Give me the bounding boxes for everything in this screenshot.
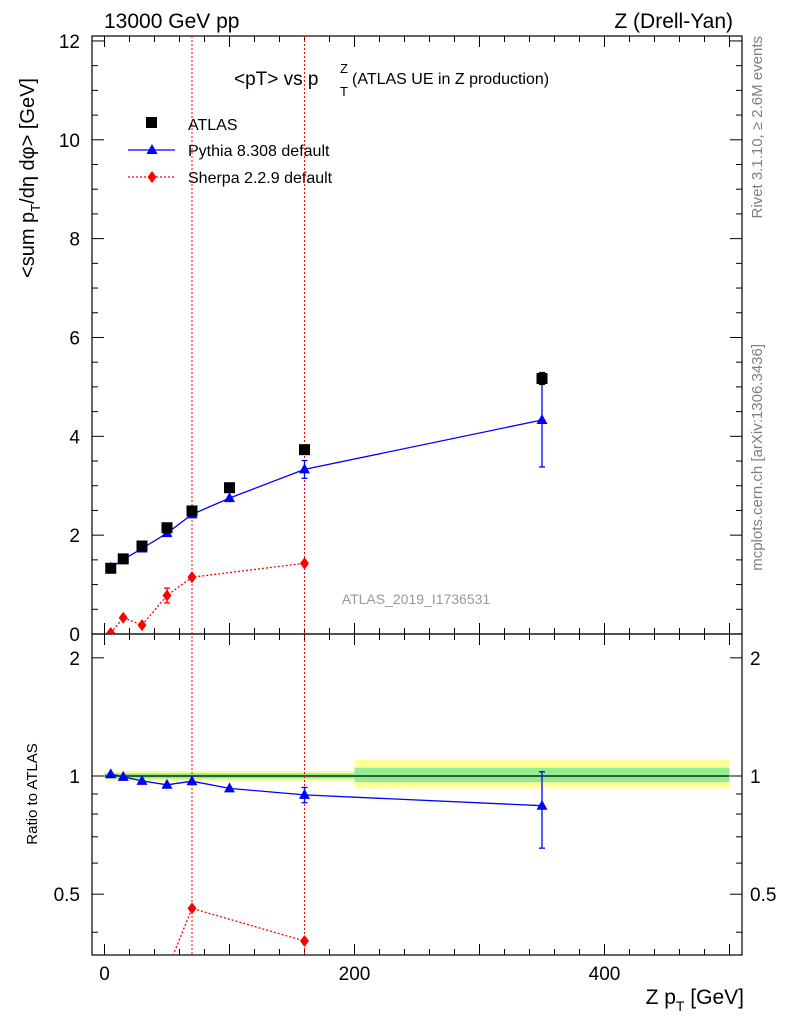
y-tick-label: 10 [59,131,80,152]
legend-label-atlas: ATLAS [188,117,238,134]
atlas-series [105,371,548,574]
chart-title-sub: T [340,84,348,99]
y-axis-label: <sum pT/dη dφ> [GeV] [17,78,43,278]
ratio-pythia-point [161,778,173,789]
atlas-point [224,482,235,494]
ratio-y-axis-label: Ratio to ATLAS [24,743,41,844]
legend-marker-pythia [146,144,158,154]
analysis-tag: ATLAS_2019_I1736531 [342,591,491,607]
sherpa-point [118,611,128,624]
ratio-pythia-point [299,788,310,799]
ratio-pythia-point [536,799,548,810]
atlas-point [136,540,148,552]
x-tick-label: 400 [589,964,621,985]
ratio-y-tick-label-right: 2 [750,649,761,670]
ratio-panel-frame [91,633,743,956]
ratio-pythia-point [186,775,198,786]
pythia-point [224,492,235,503]
ratio-pythia-series [105,768,548,849]
atlas-point [299,444,310,456]
ratio-pythia-point [117,770,129,781]
ratio-y-tick-label-right: 1 [750,767,761,788]
atlas-point [186,505,198,517]
sherpa-point [300,557,309,570]
plot-frames [91,35,743,956]
atlas-point [536,372,548,384]
pythia-line [110,419,543,569]
y-tick-label: 12 [59,32,80,53]
sherpa-point [137,619,147,632]
y-tick-label: 8 [69,230,80,251]
atlas-point [105,562,117,574]
rivet-label: Rivet 3.1.10, ≥ 2.6M events [749,36,766,219]
legend-marker-sherpa [147,171,157,183]
pythia-point [299,463,310,474]
sherpa-series [106,557,309,634]
y-axis-label-a: <sum p [17,212,39,278]
y-tick-label: 4 [69,427,80,448]
ratio-y-tick-label-right: 0.5 [750,885,776,906]
legend-label-sherpa: Sherpa 2.2.9 default [188,170,333,187]
pythia-point [536,414,548,425]
chart-title-rest: (ATLAS UE in Z production) [352,71,549,88]
x-axis-label-sub: T [676,998,685,1014]
ratio-pythia-point [224,782,235,793]
y-axis-label-sub: T [28,204,43,212]
legend-label-pythia: Pythia 8.308 default [188,143,330,160]
y-tick-label: 2 [69,526,80,547]
x-tick-label: 200 [339,964,371,985]
y-tick-label: 0 [69,625,80,646]
ratio-y-tick-label-left: 0.5 [54,885,80,906]
ratio-y-tick-label-left: 1 [69,767,80,788]
ratio-sherpa-point [300,934,309,947]
ratio-y-tick-label-left: 2 [69,649,80,670]
ratio-sherpa-series [172,902,309,955]
chart-title: <pT> vs p Z T (ATLAS UE in Z production) [234,61,549,99]
ratio-pythia-point [136,774,148,785]
chart-title-sup: Z [340,61,348,76]
legend: ATLAS Pythia 8.308 default Sherpa 2.2.9 … [128,117,333,187]
y-axis-label-b: /dη dφ> [GeV] [17,78,39,204]
ratio-sherpa-point [187,902,197,915]
sherpa-point [162,589,172,602]
x-tick-label: 0 [99,964,110,985]
chart-title-main: <pT> vs p [234,69,319,90]
sherpa-point [187,571,197,584]
y-tick-label: 6 [69,328,80,349]
ratio-uncertainty-bands [104,759,730,789]
ratio-sherpa-line [172,907,305,955]
ratio-pythia-point [105,768,117,779]
ratio-panel-series [105,768,548,955]
pythia-series [105,372,548,572]
sherpa-point [106,627,116,634]
x-axis-label-rest: [GeV] [684,986,744,1009]
x-axis-label: Z pT [GeV] [646,986,744,1014]
header-left: 13000 GeV pp [104,10,239,33]
main-panel-series [105,371,548,634]
legend-marker-atlas [146,117,157,128]
x-axis-label-main: Z p [646,986,676,1009]
atlas-point [117,553,129,565]
atlas-point [161,522,173,534]
header-right: Z (Drell-Yan) [614,10,733,33]
mcplots-label: mcplots.cern.ch [arXiv:1306.3436] [749,344,766,571]
